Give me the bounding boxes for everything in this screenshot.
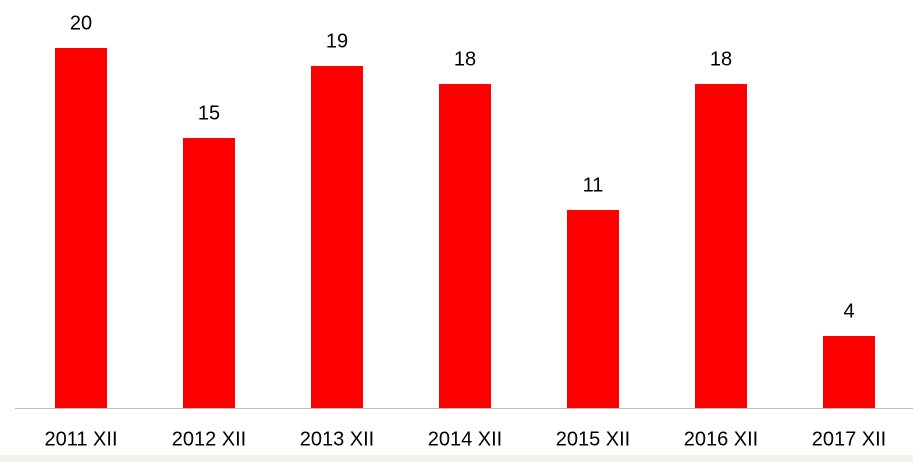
x-tick-label: 2012 XII <box>172 428 247 450</box>
bar <box>55 48 107 408</box>
x-tick-label: 2013 XII <box>300 428 375 450</box>
value-label: 11 <box>583 174 604 196</box>
bar <box>311 66 363 408</box>
value-label: 4 <box>843 300 854 322</box>
x-tick-label: 2014 XII <box>428 428 503 450</box>
x-tick-label: 2011 XII <box>44 428 117 450</box>
value-label: 20 <box>70 12 92 34</box>
bar <box>439 84 491 408</box>
bar <box>823 336 875 408</box>
value-label: 18 <box>710 48 732 70</box>
bar <box>695 84 747 408</box>
bar <box>183 138 235 408</box>
bar <box>567 210 619 408</box>
x-tick-label: 2016 XII <box>684 428 759 450</box>
bottom-strip <box>0 455 913 462</box>
value-label: 18 <box>454 48 476 70</box>
value-label: 19 <box>326 30 348 52</box>
value-label: 15 <box>198 102 220 124</box>
x-tick-label: 2015 XII <box>556 428 631 450</box>
x-tick-label: 2017 XII <box>812 428 887 450</box>
